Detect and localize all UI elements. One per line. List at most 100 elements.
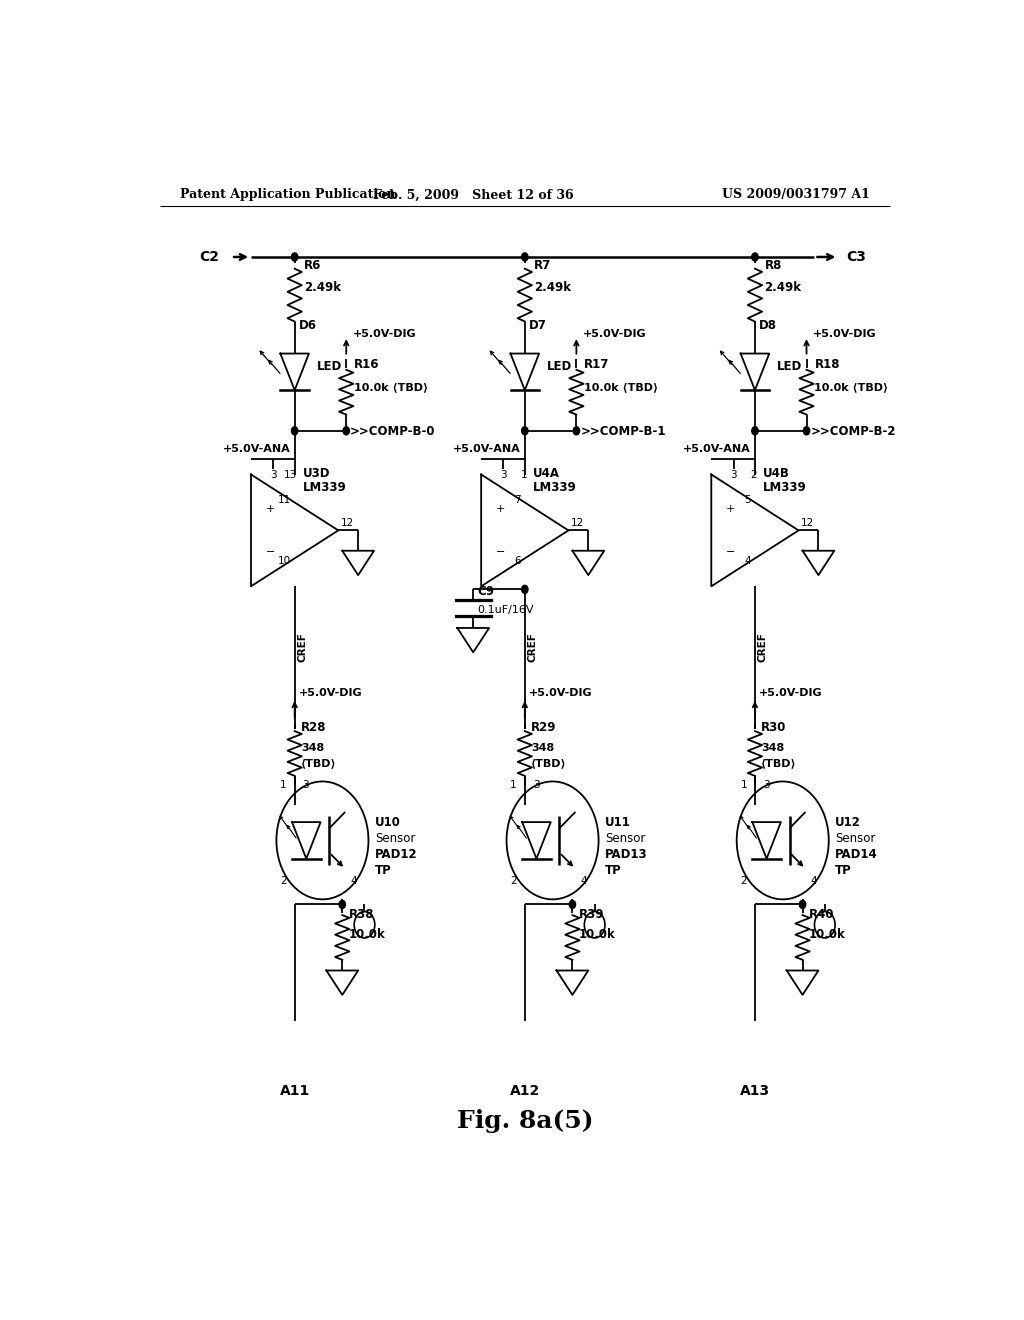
Text: +: + xyxy=(496,504,506,515)
Text: R17: R17 xyxy=(585,358,609,371)
Text: R29: R29 xyxy=(531,721,557,734)
Circle shape xyxy=(292,253,298,261)
Circle shape xyxy=(573,426,580,434)
Text: TP: TP xyxy=(375,865,391,878)
Circle shape xyxy=(804,426,810,434)
Text: CREF: CREF xyxy=(527,632,538,663)
Text: LED: LED xyxy=(316,360,342,374)
Text: 2: 2 xyxy=(510,876,517,886)
Text: R28: R28 xyxy=(301,721,327,734)
Text: +5.0V-DIG: +5.0V-DIG xyxy=(759,688,822,698)
Text: ⟨TBD⟩: ⟨TBD⟩ xyxy=(301,758,337,768)
Text: 10.0k: 10.0k xyxy=(348,928,385,941)
Text: ⟨TBD⟩: ⟨TBD⟩ xyxy=(531,758,566,768)
Text: 12: 12 xyxy=(570,519,584,528)
Text: PAD12: PAD12 xyxy=(375,849,418,861)
Text: A13: A13 xyxy=(740,1085,770,1098)
Text: R18: R18 xyxy=(814,358,840,371)
Text: 2.49k: 2.49k xyxy=(304,281,341,294)
Text: D7: D7 xyxy=(528,319,547,333)
Text: LM339: LM339 xyxy=(763,482,807,494)
Text: 11: 11 xyxy=(278,495,291,504)
Text: A12: A12 xyxy=(510,1085,540,1098)
Text: D6: D6 xyxy=(299,319,316,333)
Text: 2: 2 xyxy=(751,470,758,479)
Text: C3: C3 xyxy=(846,249,866,264)
Text: Feb. 5, 2009   Sheet 12 of 36: Feb. 5, 2009 Sheet 12 of 36 xyxy=(373,189,573,202)
Circle shape xyxy=(521,253,528,261)
Text: 10: 10 xyxy=(278,556,291,566)
Text: +5.0V-DIG: +5.0V-DIG xyxy=(528,688,593,698)
Circle shape xyxy=(292,426,298,434)
Text: >>COMP-B-1: >>COMP-B-1 xyxy=(581,425,666,438)
Text: CREF: CREF xyxy=(298,632,307,663)
Text: D8: D8 xyxy=(759,319,777,333)
Text: C9: C9 xyxy=(477,585,495,598)
Text: 10.0k ⟨TBD⟩: 10.0k ⟨TBD⟩ xyxy=(354,381,428,392)
Text: 2.49k: 2.49k xyxy=(765,281,802,294)
Text: 348: 348 xyxy=(761,743,784,752)
Text: +: + xyxy=(266,504,275,515)
Text: 0.1uF/16V: 0.1uF/16V xyxy=(477,605,534,615)
Circle shape xyxy=(800,900,806,908)
Text: +5.0V-ANA: +5.0V-ANA xyxy=(683,444,751,454)
Text: 10.0k ⟨TBD⟩: 10.0k ⟨TBD⟩ xyxy=(585,381,658,392)
Circle shape xyxy=(752,253,758,261)
Circle shape xyxy=(521,426,528,434)
Text: R30: R30 xyxy=(761,721,786,734)
Text: A11: A11 xyxy=(280,1085,310,1098)
Text: 10.0k: 10.0k xyxy=(579,928,615,941)
Text: US 2009/0031797 A1: US 2009/0031797 A1 xyxy=(722,189,870,202)
Text: 5: 5 xyxy=(744,495,751,504)
Text: Fig. 8a(5): Fig. 8a(5) xyxy=(457,1109,593,1133)
Text: TP: TP xyxy=(836,865,852,878)
Text: U12: U12 xyxy=(836,816,861,829)
Text: −: − xyxy=(496,546,506,557)
Text: R16: R16 xyxy=(354,358,380,371)
Circle shape xyxy=(521,585,528,594)
Text: TP: TP xyxy=(605,865,622,878)
Text: 12: 12 xyxy=(341,519,354,528)
Text: +5.0V-DIG: +5.0V-DIG xyxy=(583,329,646,339)
Text: 1: 1 xyxy=(740,780,748,789)
Text: U3D: U3D xyxy=(303,467,330,480)
Text: PAD14: PAD14 xyxy=(836,849,878,861)
Text: Sensor: Sensor xyxy=(605,832,645,845)
Text: +5.0V-ANA: +5.0V-ANA xyxy=(453,444,521,454)
Text: +5.0V-ANA: +5.0V-ANA xyxy=(223,444,291,454)
Circle shape xyxy=(569,900,575,908)
Circle shape xyxy=(339,900,345,908)
Text: 3: 3 xyxy=(730,470,737,480)
Text: +5.0V-DIG: +5.0V-DIG xyxy=(813,329,877,339)
Text: Sensor: Sensor xyxy=(375,832,415,845)
Text: 1: 1 xyxy=(520,470,527,479)
Text: LM339: LM339 xyxy=(532,482,577,494)
Text: 4: 4 xyxy=(811,876,817,886)
Text: 13: 13 xyxy=(284,470,297,479)
Text: +5.0V-DIG: +5.0V-DIG xyxy=(299,688,362,698)
Text: 1: 1 xyxy=(510,780,517,789)
Text: 348: 348 xyxy=(301,743,325,752)
Text: LED: LED xyxy=(777,360,803,374)
Text: 348: 348 xyxy=(531,743,554,752)
Text: Sensor: Sensor xyxy=(836,832,876,845)
Text: 7: 7 xyxy=(514,495,521,504)
Text: LM339: LM339 xyxy=(303,482,346,494)
Text: −: − xyxy=(726,546,735,557)
Text: ⟨TBD⟩: ⟨TBD⟩ xyxy=(761,758,797,768)
Text: 12: 12 xyxy=(801,519,814,528)
Text: 2.49k: 2.49k xyxy=(535,281,571,294)
Text: 3: 3 xyxy=(270,470,276,480)
Text: Patent Application Publication: Patent Application Publication xyxy=(179,189,395,202)
Text: R6: R6 xyxy=(304,259,322,272)
Text: R7: R7 xyxy=(535,259,552,272)
Text: R38: R38 xyxy=(348,908,374,921)
Text: 2: 2 xyxy=(281,876,287,886)
Text: −: − xyxy=(266,546,275,557)
Text: 4: 4 xyxy=(350,876,356,886)
Text: 4: 4 xyxy=(581,876,587,886)
Text: 3: 3 xyxy=(763,780,769,789)
Text: C2: C2 xyxy=(200,249,219,264)
Text: +5.0V-DIG: +5.0V-DIG xyxy=(352,329,416,339)
Text: 6: 6 xyxy=(514,556,521,566)
